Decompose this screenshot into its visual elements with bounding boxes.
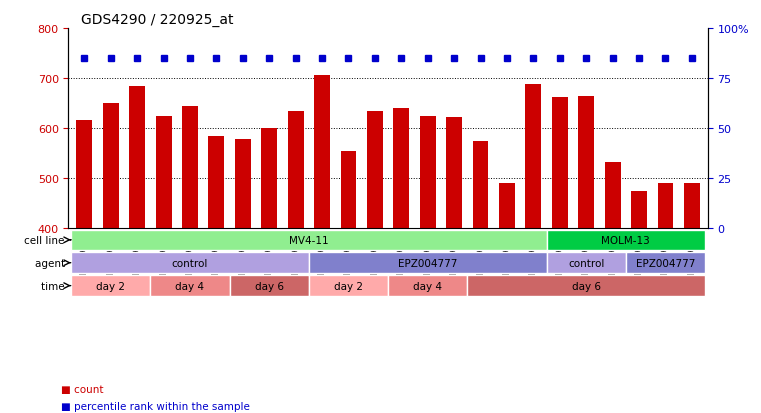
Bar xyxy=(156,116,171,229)
Bar xyxy=(525,85,541,229)
Bar xyxy=(684,184,700,229)
Bar xyxy=(129,86,145,229)
Bar xyxy=(499,184,515,229)
Text: day 6: day 6 xyxy=(255,281,284,291)
Text: MOLM-13: MOLM-13 xyxy=(601,235,650,245)
FancyBboxPatch shape xyxy=(388,275,467,296)
Text: GDS4290 / 220925_at: GDS4290 / 220925_at xyxy=(81,12,234,26)
Text: EPZ004777: EPZ004777 xyxy=(635,258,695,268)
Text: control: control xyxy=(568,258,604,268)
FancyBboxPatch shape xyxy=(71,230,546,251)
Bar xyxy=(658,184,673,229)
Bar xyxy=(209,136,224,229)
FancyBboxPatch shape xyxy=(546,253,626,273)
Bar xyxy=(631,191,647,229)
FancyBboxPatch shape xyxy=(467,275,705,296)
Bar xyxy=(473,141,489,229)
Text: EPZ004777: EPZ004777 xyxy=(398,258,457,268)
FancyBboxPatch shape xyxy=(626,253,705,273)
Bar xyxy=(446,118,462,229)
FancyBboxPatch shape xyxy=(151,275,230,296)
Bar xyxy=(103,103,119,229)
Text: MV4-11: MV4-11 xyxy=(289,235,329,245)
FancyBboxPatch shape xyxy=(71,253,309,273)
Bar xyxy=(235,139,251,229)
Text: day 2: day 2 xyxy=(96,281,126,291)
Bar xyxy=(76,120,92,229)
FancyBboxPatch shape xyxy=(546,230,705,251)
Bar xyxy=(552,98,568,229)
Bar xyxy=(182,107,198,229)
Bar xyxy=(261,129,277,229)
Text: time: time xyxy=(41,281,68,291)
Bar xyxy=(420,116,435,229)
Bar xyxy=(578,96,594,229)
Text: agent: agent xyxy=(34,258,68,268)
Text: day 4: day 4 xyxy=(413,281,442,291)
FancyBboxPatch shape xyxy=(309,253,546,273)
Bar xyxy=(288,112,304,229)
Text: day 4: day 4 xyxy=(176,281,205,291)
Text: ■ percentile rank within the sample: ■ percentile rank within the sample xyxy=(61,401,250,411)
Text: day 2: day 2 xyxy=(334,281,363,291)
Bar xyxy=(393,109,409,229)
Bar xyxy=(341,151,356,229)
FancyBboxPatch shape xyxy=(309,275,388,296)
Bar xyxy=(314,76,330,229)
FancyBboxPatch shape xyxy=(230,275,309,296)
Bar xyxy=(605,162,620,229)
Text: cell line: cell line xyxy=(24,235,68,245)
Text: control: control xyxy=(172,258,209,268)
Bar xyxy=(367,112,383,229)
FancyBboxPatch shape xyxy=(71,275,151,296)
Text: ■ count: ■ count xyxy=(61,384,103,394)
Text: day 6: day 6 xyxy=(572,281,600,291)
